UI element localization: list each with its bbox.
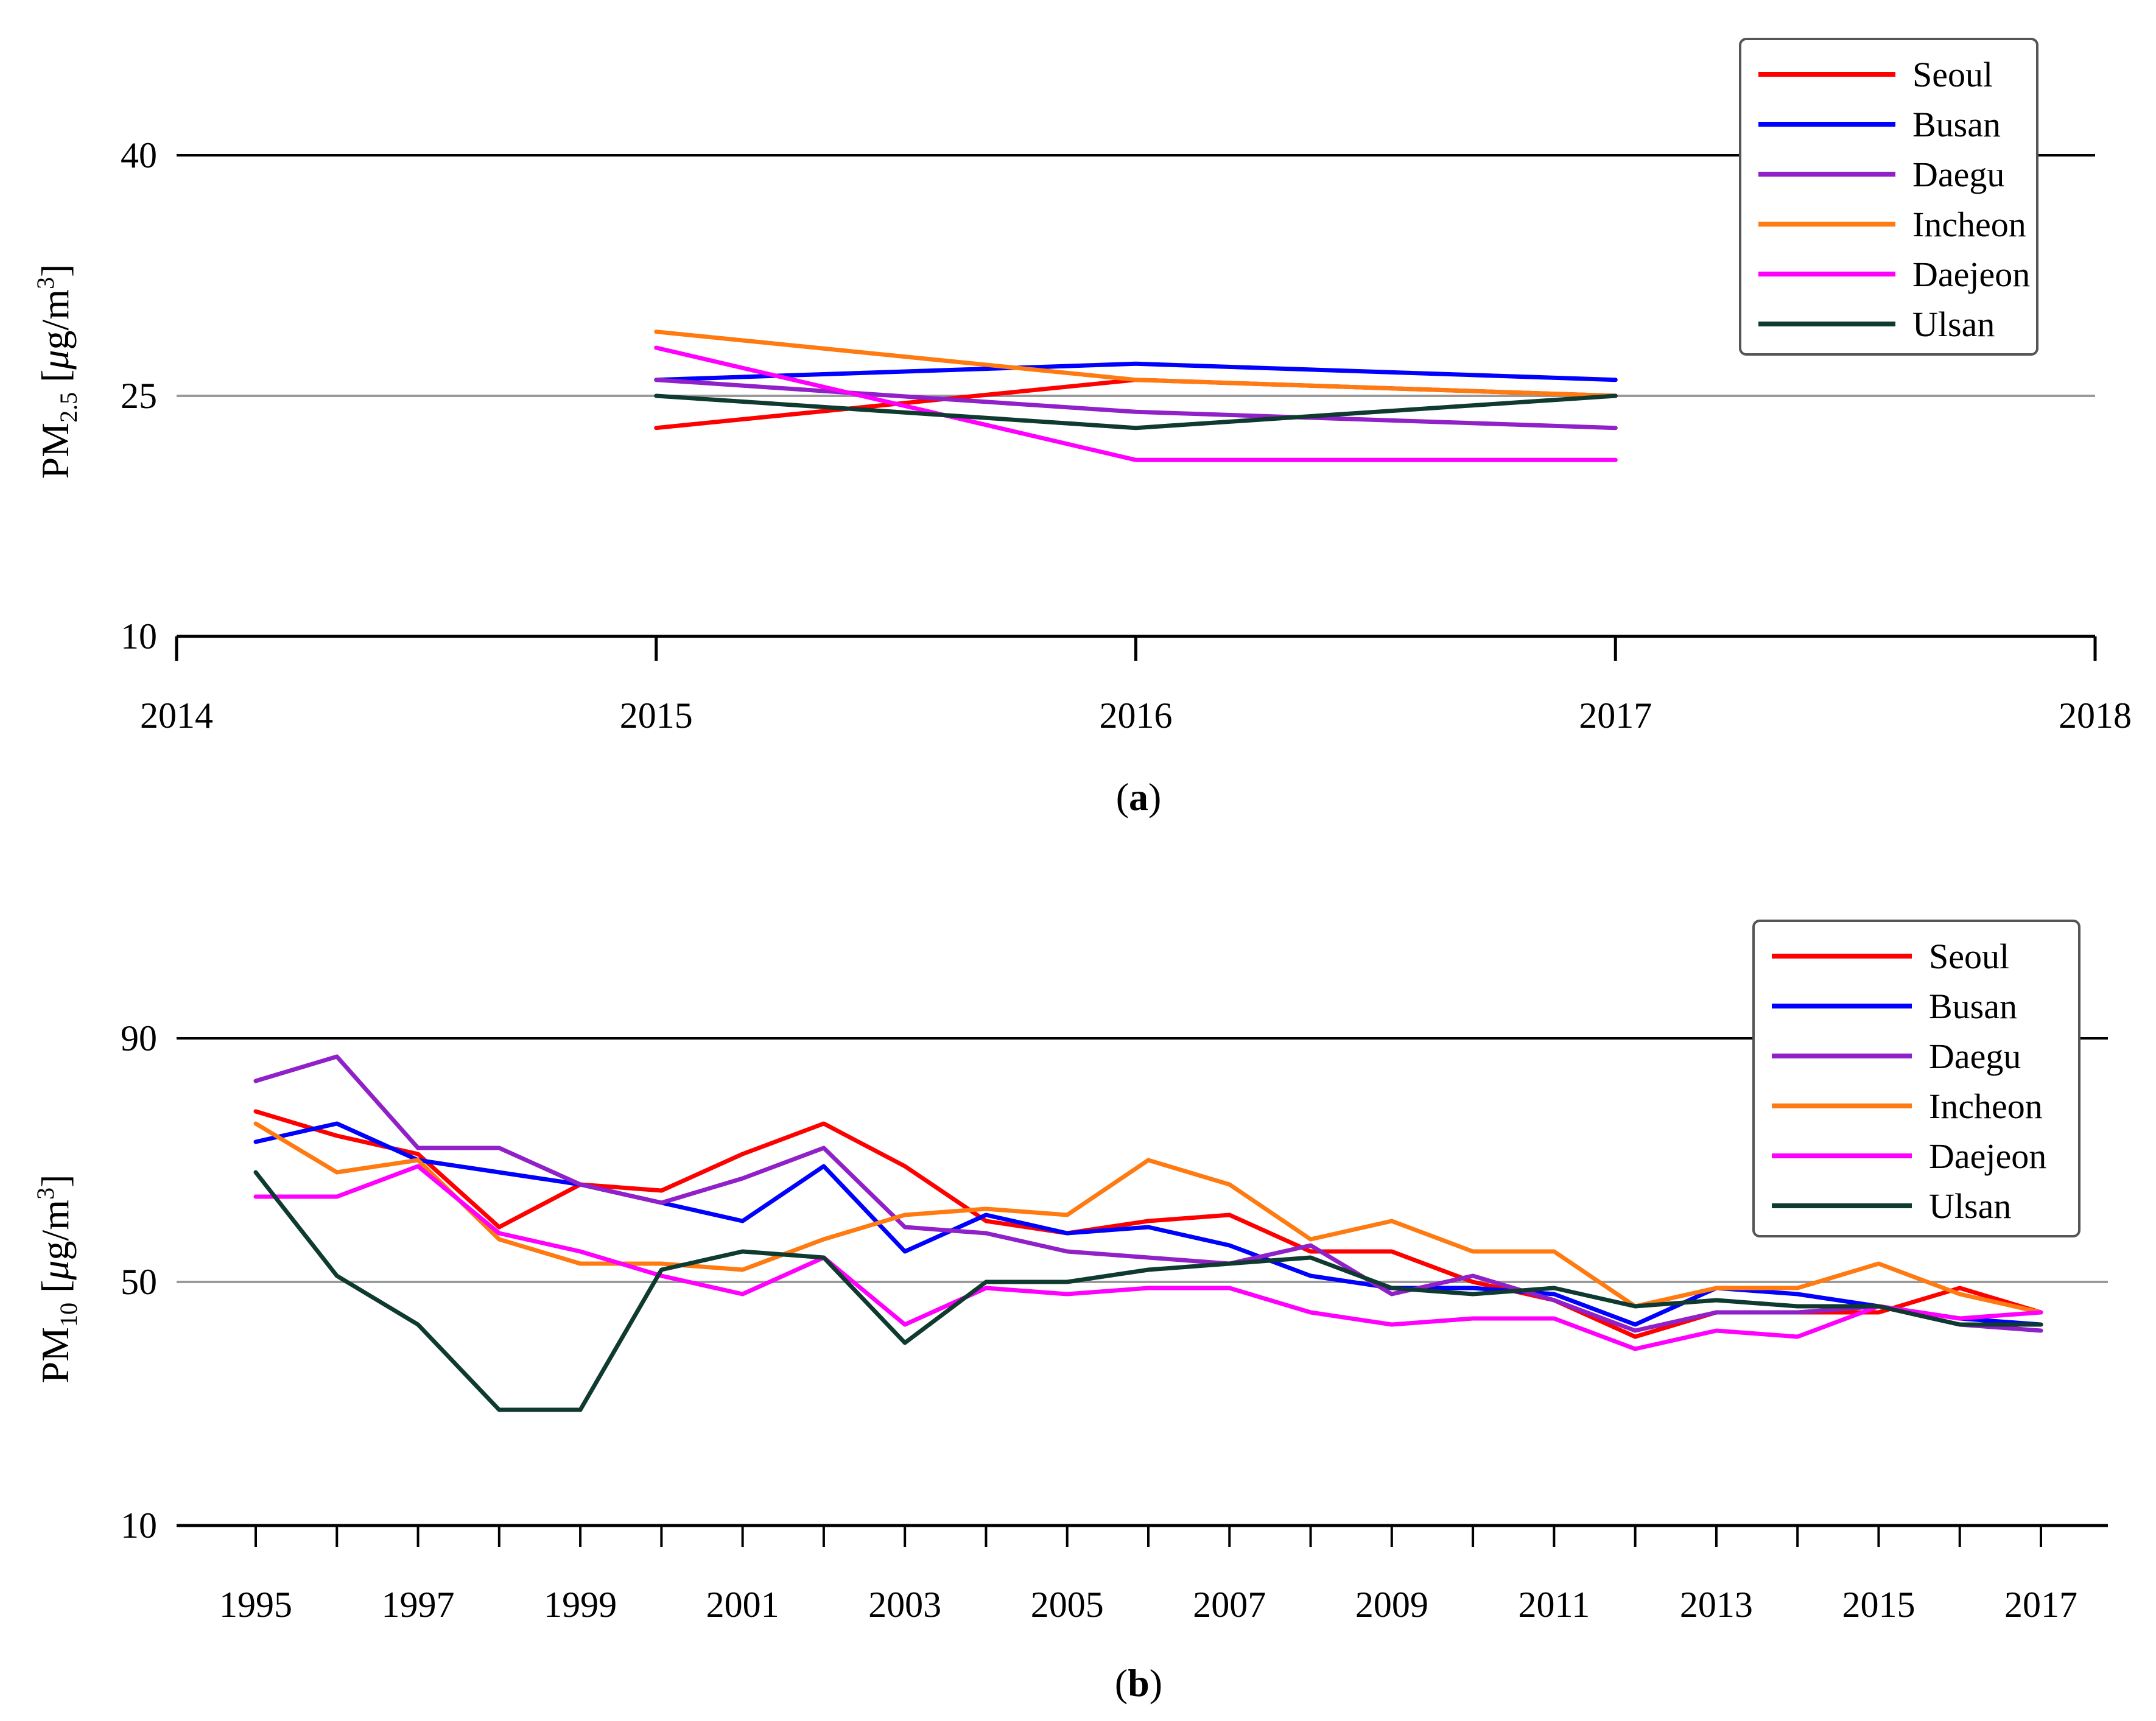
panel-a-x-ticks: 2014 2015 2016 2017 2018 [140,636,2132,736]
x-tick-label-2014: 2014 [140,695,213,736]
legend-label-incheon: Incheon [1912,205,2026,244]
panel-b-legend-box [1752,920,2081,1237]
panel-a-legend: Seoul Busan Daegu Incheon Daejeon Ulsan [1739,38,2038,356]
legend-label-seoul: Seoul [1912,55,1993,94]
panel-a-caption: (a) [1116,775,1162,818]
legend-label-daejeon: Daejeon [1929,1136,2046,1176]
x-tick-label-2005: 2005 [1031,1585,1104,1625]
x-tick-label-2017: 2017 [1579,695,1652,736]
x-tick-label-2015: 2015 [620,695,693,736]
x-tick-label-1995: 1995 [219,1585,292,1625]
series-line-daegu [253,1054,2043,1333]
x-tick-label-2009: 2009 [1355,1585,1428,1625]
legend-label-seoul: Seoul [1929,937,2009,976]
x-tick-label-2016: 2016 [1100,695,1173,736]
x-tick-label-2015: 2015 [1842,1585,1915,1625]
y-tick-label-25: 25 [121,376,157,416]
legend-label-busan: Busan [1929,987,2017,1026]
series-line-incheon [253,1121,2043,1315]
series-line-incheon [654,329,1618,398]
y-tick-label-90: 90 [121,1018,157,1058]
x-tick-label-2003: 2003 [868,1585,941,1625]
legend-label-ulsan: Ulsan [1929,1186,2011,1226]
x-tick-label-1997: 1997 [382,1585,455,1625]
panel-a-pm25-chart: 2014 2015 2016 2017 2018 10 25 40 PM2.5 [μg/m3… [32,38,2132,818]
legend-label-busan: Busan [1912,105,2001,144]
series-line-busan [654,361,1618,382]
series-line-daejeon [253,1164,2043,1351]
y-tick-label-10: 10 [121,1505,157,1546]
panel-b-series-lines [253,1054,2043,1412]
legend-label-daejeon: Daejeon [1912,255,2030,294]
series-line-daegu [654,378,1618,431]
x-tick-label-2018: 2018 [2059,695,2132,736]
series-line-daejeon [654,345,1618,462]
x-tick-label-2007: 2007 [1193,1585,1266,1625]
x-tick-label-2017: 2017 [2004,1585,2077,1625]
panel-a-series-lines [654,329,1618,462]
panel-b-y-axis-label: PM10 [μg/m3] [32,1175,82,1384]
panel-a-y-ticks: 10 25 40 [121,135,157,656]
x-tick-label-1999: 1999 [544,1585,617,1625]
y-tick-label-50: 50 [121,1262,157,1302]
panel-b-caption: (b) [1115,1661,1162,1705]
series-line-ulsan [253,1170,2043,1412]
panel-b-pm10-chart: 1995 1997 1999 2001 2003 2005 2007 2009 2011 2013… [32,920,2108,1705]
panel-b-y-ticks: 10 50 90 [121,1018,157,1546]
series-line-ulsan [654,393,1618,431]
panel-b-legend: Seoul Busan Daegu Incheon Daejeon Ulsan [1752,920,2081,1237]
legend-label-daegu: Daegu [1929,1036,2021,1076]
panel-b-x-ticks: 1995 1997 1999 2001 2003 2005 2007 2009 2011 2013… [219,1526,2077,1625]
x-tick-label-2011: 2011 [1518,1585,1590,1625]
panel-a-y-axis-label: PM2.5 [μg/m3] [32,264,82,479]
legend-label-daegu: Daegu [1912,155,2004,194]
y-tick-label-40: 40 [121,135,157,175]
legend-label-incheon: Incheon [1929,1086,2043,1126]
x-tick-label-2001: 2001 [706,1585,779,1625]
y-tick-label-10: 10 [121,616,157,656]
legend-label-ulsan: Ulsan [1912,304,1995,344]
x-tick-label-2013: 2013 [1680,1585,1753,1625]
